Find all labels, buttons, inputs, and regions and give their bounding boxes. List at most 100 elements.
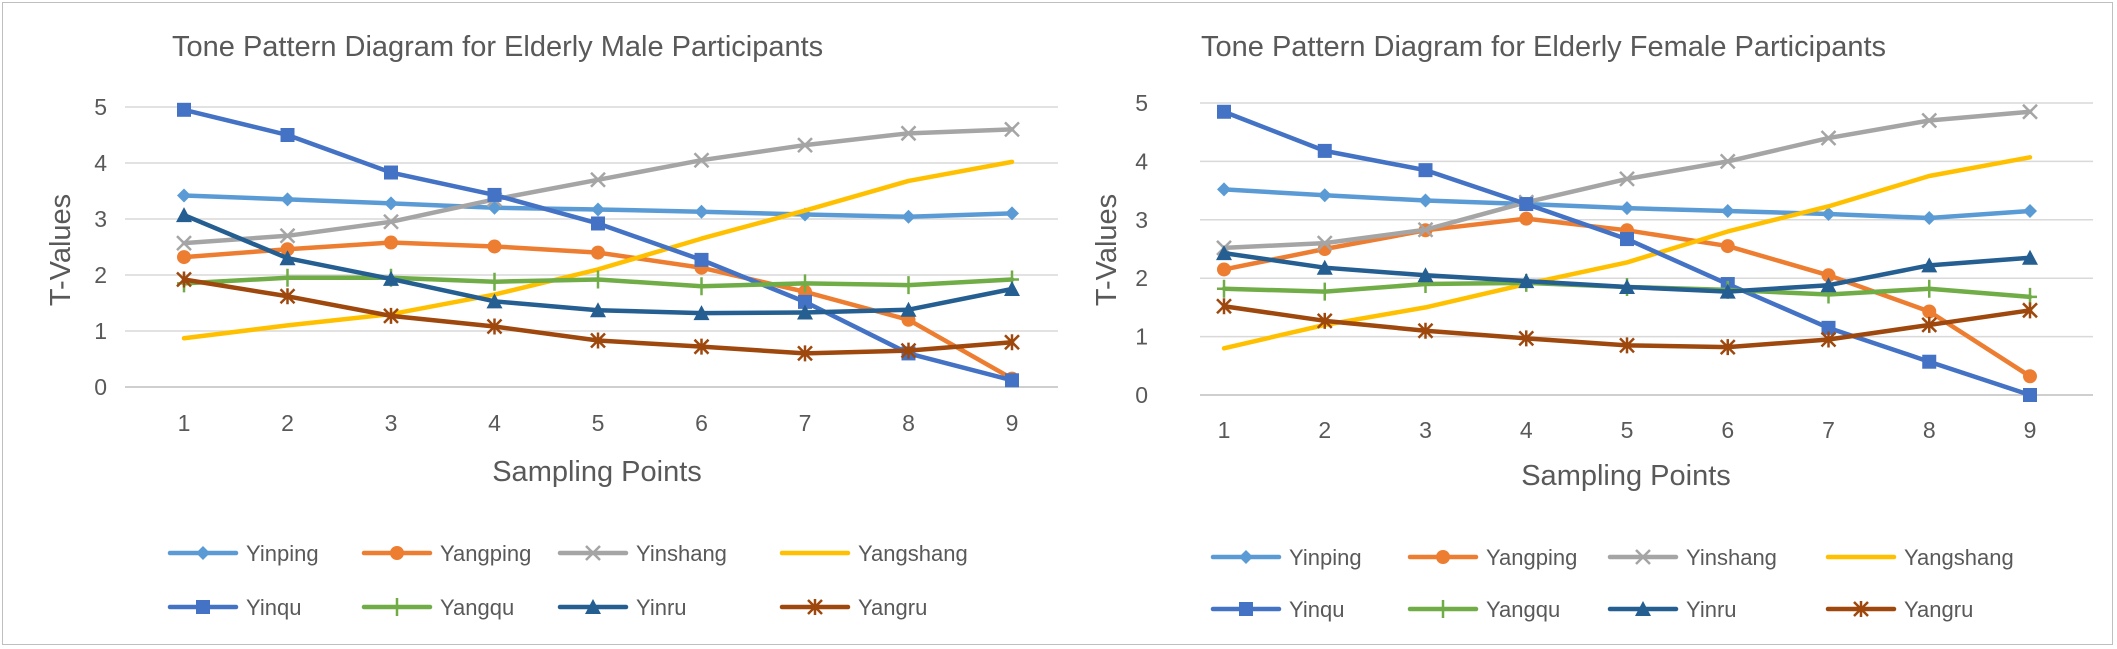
- tick-labels: 0 1 2 3 4 5 1 2 3 4 5 6 7 8 9: [94, 94, 1018, 436]
- legend-marker: [390, 598, 404, 616]
- legend-marker: [1436, 550, 1450, 564]
- legend-marker: [807, 599, 823, 615]
- data-point: [1719, 153, 1736, 170]
- legend-label: Yangqu: [440, 595, 514, 620]
- data-point: [1518, 330, 1535, 347]
- legend-label: Yinshang: [636, 541, 727, 566]
- legend-marker: [1853, 601, 1869, 617]
- data-point: [279, 227, 296, 244]
- data-point: [1719, 339, 1736, 356]
- data-point: [1417, 267, 1434, 283]
- legend-item-yinru: Yinru: [557, 595, 687, 620]
- data-point: [1005, 206, 1019, 221]
- data-point: [1216, 298, 1232, 315]
- legend-label: Yangshang: [1904, 545, 2014, 570]
- data-point: [177, 250, 191, 265]
- data-point: [384, 235, 398, 250]
- data-point: [591, 245, 605, 260]
- data-point: [798, 294, 812, 309]
- x-tick-label: 6: [695, 410, 708, 436]
- chart-female: Tone Pattern Diagram for Elderly Female …: [1091, 31, 2093, 622]
- chart-title: Tone Pattern Diagram for Elderly Female …: [1201, 31, 1886, 63]
- legend-label: Yinping: [1289, 545, 1362, 570]
- series-line: [181, 159, 1015, 341]
- data-point: [694, 277, 709, 296]
- x-tick-label: 4: [488, 410, 501, 436]
- gridlines: [125, 106, 1058, 388]
- data-point: [900, 125, 917, 142]
- data-point: [590, 302, 606, 318]
- series-lines: [176, 102, 1020, 388]
- series-yangru: [1216, 298, 2038, 356]
- data-point: [1922, 354, 1937, 369]
- data-point: [2022, 249, 2038, 265]
- legend: Yinping Yangping Yinshang Yangshang Yinqu Yan…: [1210, 545, 2014, 622]
- data-point: [1619, 278, 1635, 294]
- data-point: [1821, 206, 1836, 221]
- data-point: [176, 207, 192, 223]
- data-point: [797, 345, 813, 362]
- data-point: [591, 202, 605, 217]
- data-point: [693, 305, 710, 321]
- chart-title: Tone Pattern Diagram for Elderly Male Pa…: [172, 31, 823, 63]
- data-point: [280, 192, 295, 207]
- x-tick-label: 8: [1923, 417, 1936, 443]
- data-point: [591, 216, 605, 231]
- data-point: [1417, 221, 1434, 238]
- data-point: [1922, 211, 1937, 226]
- legend-marker: [1635, 549, 1651, 565]
- series-yangru: [176, 271, 1020, 362]
- data-point: [1720, 239, 1735, 254]
- data-point: [1004, 334, 1020, 351]
- data-point: [384, 196, 398, 211]
- data-point: [1316, 259, 1333, 275]
- data-point: [1619, 337, 1635, 354]
- legend-item-yangshang: Yangshang: [1825, 545, 2014, 570]
- legend-label: Yangru: [858, 595, 927, 620]
- data-point: [384, 165, 398, 180]
- legend-label: Yinru: [1686, 597, 1737, 622]
- data-point: [694, 252, 709, 267]
- legend-label: Yangping: [440, 541, 531, 566]
- data-point: [1921, 257, 1938, 273]
- data-point: [591, 270, 605, 289]
- data-point: [1821, 320, 1836, 335]
- data-point: [1417, 322, 1434, 339]
- data-point: [900, 301, 917, 317]
- legend-label: Yangshang: [858, 541, 968, 566]
- legend-marker: [196, 546, 210, 560]
- data-point: [900, 342, 917, 359]
- legend-marker: [1239, 602, 1253, 616]
- data-point: [590, 171, 606, 188]
- y-tick-label: 4: [1135, 148, 1148, 174]
- data-point: [1316, 235, 1333, 252]
- data-point: [1821, 268, 1836, 283]
- x-axis-label: Sampling Points: [492, 456, 702, 488]
- series-yinru: [1216, 245, 2038, 299]
- data-point: [1820, 130, 1837, 146]
- y-tick-label: 5: [1135, 90, 1148, 116]
- data-point: [177, 188, 191, 203]
- data-point: [1922, 304, 1937, 319]
- y-tick-label: 2: [1135, 265, 1148, 291]
- y-tick-label: 1: [1135, 324, 1148, 350]
- tick-labels: 0 1 2 3 4 5 1 2 3 4 5 6 7 8 9: [1135, 90, 2036, 443]
- data-point: [383, 270, 399, 286]
- x-tick-label: 5: [1621, 417, 1634, 443]
- gridlines: [1200, 102, 2093, 396]
- x-tick-label: 6: [1721, 417, 1734, 443]
- legend-label: Yangru: [1904, 597, 1973, 622]
- x-tick-label: 7: [799, 410, 812, 436]
- legend-item-yinping: Yinping: [1210, 545, 1362, 570]
- series-lines: [1216, 103, 2038, 402]
- x-tick-label: 1: [178, 410, 191, 436]
- data-point: [693, 152, 710, 169]
- legend-item-yangping: Yangping: [361, 541, 531, 566]
- data-point: [590, 332, 606, 349]
- series-yinru: [176, 207, 1020, 321]
- data-point: [2022, 302, 2038, 319]
- legend-item-yinshang: Yinshang: [1607, 545, 1777, 570]
- data-point: [487, 187, 502, 202]
